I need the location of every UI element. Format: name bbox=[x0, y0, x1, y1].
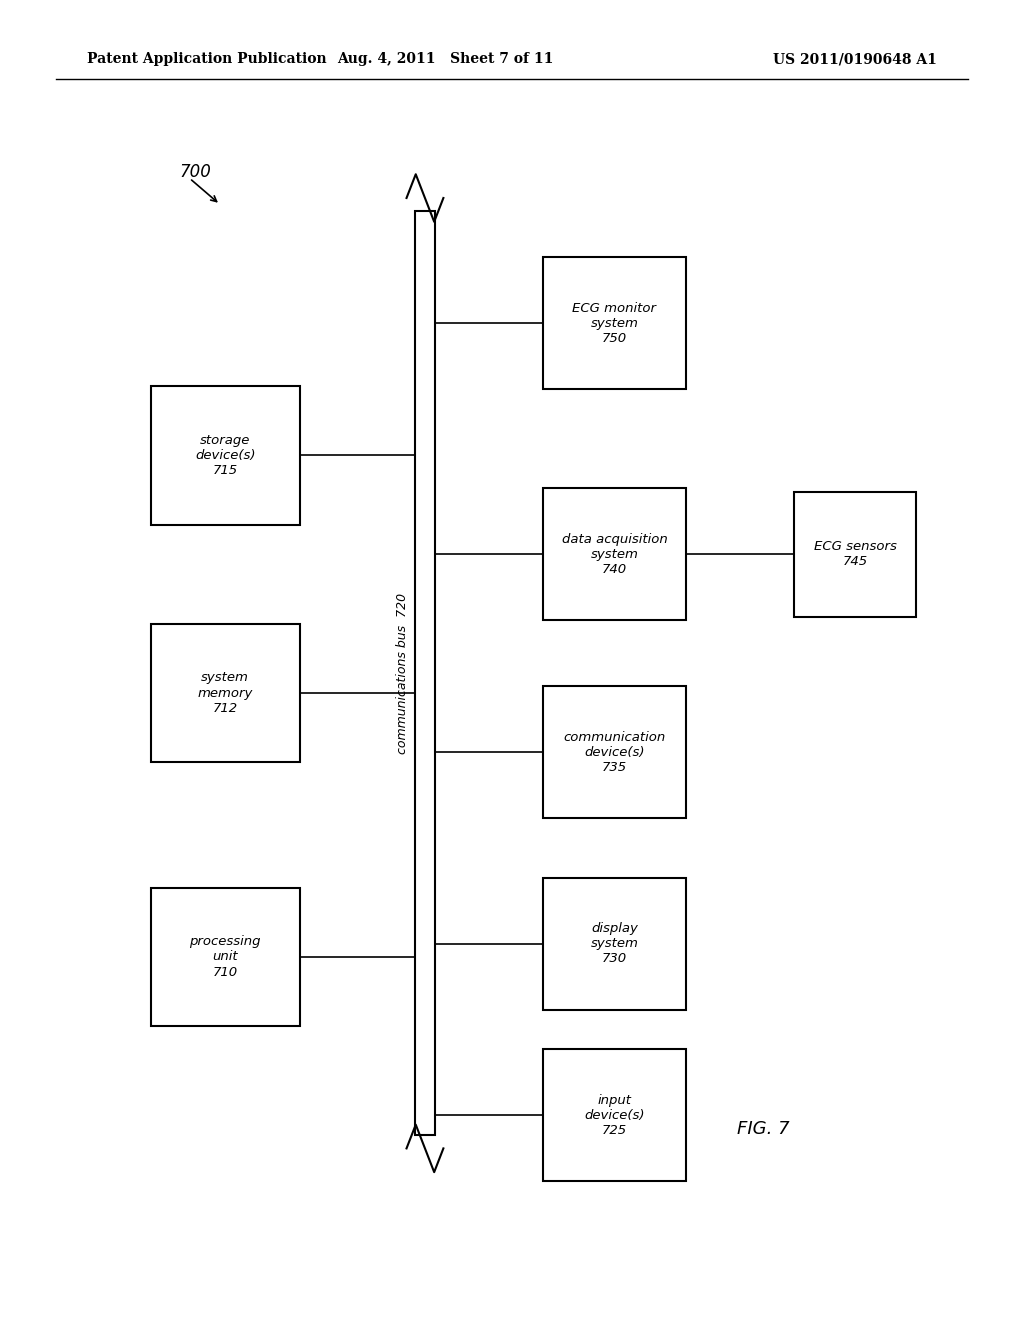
Text: communications bus  720: communications bus 720 bbox=[396, 593, 409, 754]
Text: communication
device(s)
735: communication device(s) 735 bbox=[563, 731, 666, 774]
Bar bbox=[543, 488, 686, 620]
Bar bbox=[794, 492, 916, 618]
Bar bbox=[152, 624, 299, 763]
Text: Aug. 4, 2011   Sheet 7 of 11: Aug. 4, 2011 Sheet 7 of 11 bbox=[337, 53, 554, 66]
Text: input
device(s)
725: input device(s) 725 bbox=[584, 1094, 645, 1137]
Text: Patent Application Publication: Patent Application Publication bbox=[87, 53, 327, 66]
Text: processing
unit
710: processing unit 710 bbox=[189, 936, 261, 978]
Bar bbox=[152, 385, 299, 524]
Bar bbox=[543, 878, 686, 1010]
Text: FIG. 7: FIG. 7 bbox=[737, 1119, 790, 1138]
Text: ECG monitor
system
750: ECG monitor system 750 bbox=[572, 302, 656, 345]
Bar bbox=[543, 257, 686, 389]
Bar bbox=[543, 686, 686, 818]
Bar bbox=[415, 211, 435, 1135]
Text: data acquisition
system
740: data acquisition system 740 bbox=[561, 533, 668, 576]
Bar bbox=[152, 887, 299, 1027]
Text: US 2011/0190648 A1: US 2011/0190648 A1 bbox=[773, 53, 937, 66]
Text: display
system
730: display system 730 bbox=[591, 923, 638, 965]
Text: ECG sensors
745: ECG sensors 745 bbox=[814, 540, 896, 569]
Text: 700: 700 bbox=[179, 162, 211, 181]
Bar bbox=[543, 1049, 686, 1181]
Text: storage
device(s)
715: storage device(s) 715 bbox=[195, 434, 256, 477]
Text: system
memory
712: system memory 712 bbox=[198, 672, 253, 714]
